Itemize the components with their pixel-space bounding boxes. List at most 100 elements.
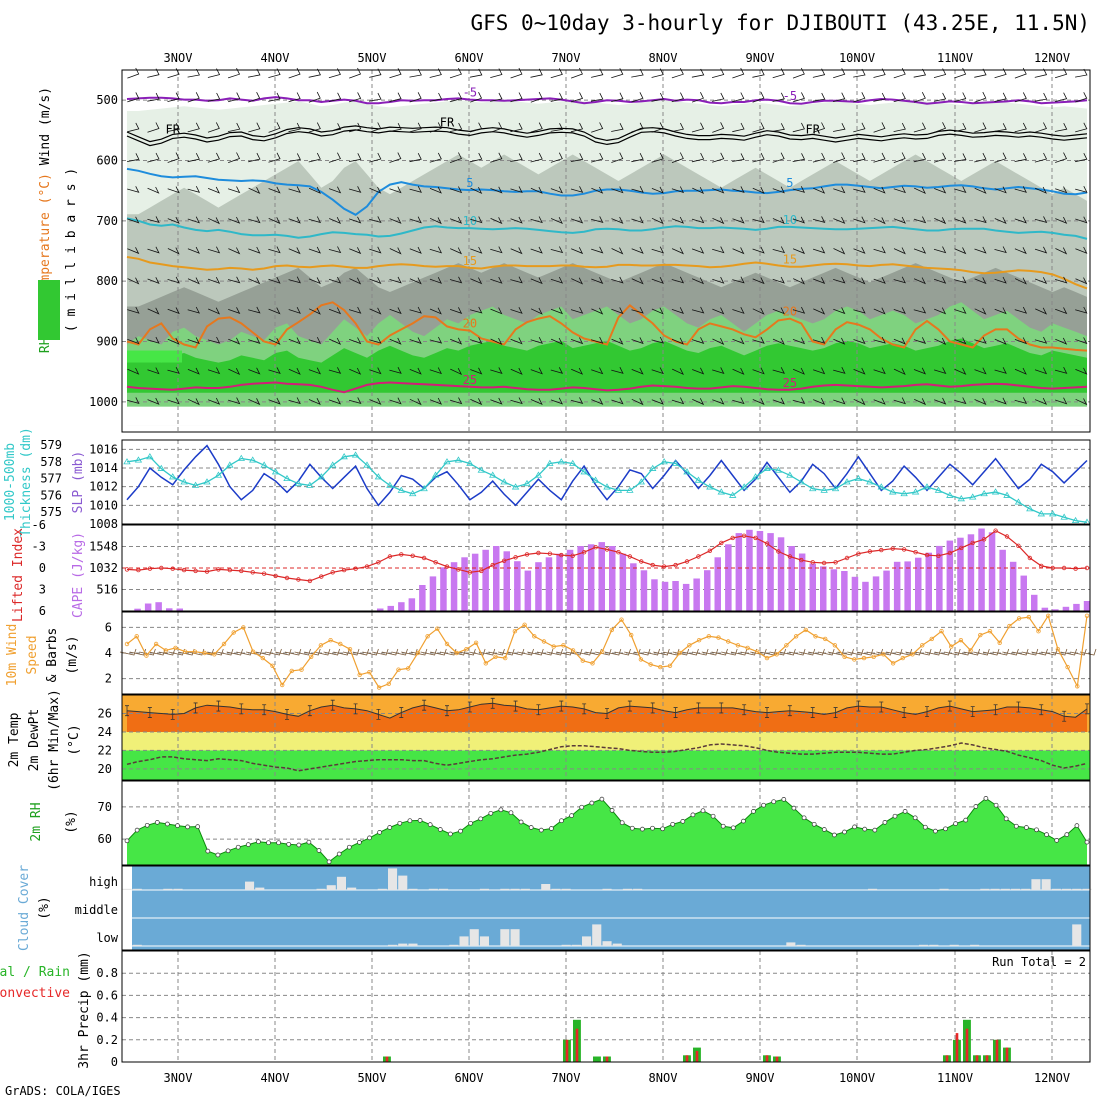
- wind-barb: [974, 277, 987, 285]
- wind-barb: [712, 397, 725, 405]
- wind-barb: [833, 247, 846, 255]
- cloud-bar: [408, 943, 418, 946]
- rh2m-marker: [316, 848, 322, 853]
- wind-barb: [207, 152, 220, 163]
- wind-barb: [530, 277, 543, 285]
- temp-errorbar: [559, 700, 564, 712]
- li-marker: [696, 554, 701, 559]
- wind-speed-marker: [182, 649, 188, 654]
- wind-barb: [954, 153, 967, 162]
- wind-barb: [530, 398, 543, 405]
- cape-bar: [957, 537, 964, 611]
- temp-errorbar: [536, 704, 541, 716]
- wind-barb: [712, 367, 725, 375]
- rh2m-marker: [559, 818, 564, 824]
- wind-speed-marker: [832, 643, 838, 648]
- date-label-top: 5NOV: [358, 51, 387, 65]
- wind-barb: [933, 276, 947, 284]
- wind-barb: [974, 91, 987, 103]
- wind-speed-marker: [609, 627, 614, 633]
- wind-barb-10m: [721, 648, 738, 656]
- wind-speed-marker: [726, 639, 731, 644]
- wind-barb-10m: [682, 648, 699, 656]
- precip-conv-bar: [685, 1055, 689, 1062]
- cape-bar: [176, 608, 183, 611]
- wind-barb: [268, 246, 281, 254]
- li-marker: [147, 566, 153, 571]
- wind-barb: [571, 277, 584, 285]
- wind-speed-marker: [522, 622, 527, 627]
- wind-barb: [268, 217, 281, 225]
- rh-shading: [122, 100, 1090, 426]
- wind-barb: [873, 367, 886, 375]
- wind-barb: [833, 307, 846, 315]
- wind-barb: [812, 336, 826, 344]
- wind-barb: [409, 306, 422, 314]
- wind-speed-marker: [987, 629, 993, 634]
- date-label-top: 11NOV: [937, 51, 973, 65]
- wind-barb: [490, 152, 503, 163]
- li-marker: [501, 558, 507, 563]
- wind-barb: [268, 367, 281, 375]
- wind-barb-10m: [158, 648, 176, 656]
- wind-barb-10m: [1012, 648, 1029, 656]
- wind-barb: [933, 92, 947, 102]
- wind-barb: [853, 122, 866, 133]
- precip-conv-bar: [985, 1055, 989, 1062]
- cloud-bar: [439, 888, 449, 890]
- cape-bar: [398, 602, 405, 611]
- wind-speed-marker: [619, 617, 624, 622]
- wind-barb: [974, 398, 987, 405]
- rh2m-marker: [862, 826, 868, 832]
- wind-barb: [349, 247, 362, 255]
- wind-barb: [974, 186, 987, 194]
- cape-bar: [704, 570, 711, 611]
- wind-barb: [1035, 307, 1048, 315]
- wind-barb: [792, 153, 806, 162]
- wind-barb: [591, 186, 604, 194]
- wind-barb-10m: [604, 648, 622, 656]
- thickness-marker: [363, 461, 371, 468]
- wind-barb: [147, 122, 160, 133]
- cape-bar: [1052, 609, 1059, 611]
- wind-barb: [853, 337, 866, 345]
- wind-speed-marker: [289, 668, 294, 674]
- li-marker: [867, 549, 873, 554]
- thickness-marker: [991, 488, 1000, 495]
- wind-barb: [893, 186, 906, 194]
- cape-bar: [503, 551, 510, 611]
- wind-barb-10m: [905, 648, 922, 656]
- wind-barb: [752, 68, 765, 78]
- temp-errorbar: [1085, 703, 1089, 715]
- li-marker: [913, 550, 918, 555]
- wind-barb: [127, 122, 140, 133]
- wind-barb-10m: [847, 648, 864, 656]
- wind-barb: [934, 337, 947, 345]
- wind-barb: [893, 216, 906, 224]
- li-marker: [399, 552, 404, 557]
- axis-label: 10m Wind: [5, 624, 20, 687]
- wind-barb: [288, 153, 301, 162]
- rh2m-marker: [902, 809, 908, 814]
- cape-bar: [967, 534, 975, 611]
- wind-barb: [954, 92, 967, 103]
- rh2m-marker: [660, 826, 665, 832]
- wind-speed-marker: [1055, 647, 1061, 652]
- precip-conv-bar: [605, 1056, 609, 1062]
- cape-bar: [872, 576, 880, 611]
- wind-speed-marker: [309, 654, 314, 659]
- cloud-bar: [980, 888, 990, 890]
- cloud-bar: [500, 929, 510, 946]
- wind-barb: [1014, 186, 1027, 193]
- wind-speed-marker: [250, 649, 256, 654]
- wind-barb: [167, 92, 180, 102]
- cloud-bar: [326, 885, 336, 890]
- thickness-marker: [729, 491, 737, 498]
- li-marker: [616, 550, 621, 555]
- wind-speed-marker: [512, 629, 518, 634]
- li-marker: [444, 564, 450, 569]
- isotherm-fr: [126, 125, 1088, 143]
- wind-barb: [348, 153, 362, 162]
- wind-barb: [187, 337, 200, 345]
